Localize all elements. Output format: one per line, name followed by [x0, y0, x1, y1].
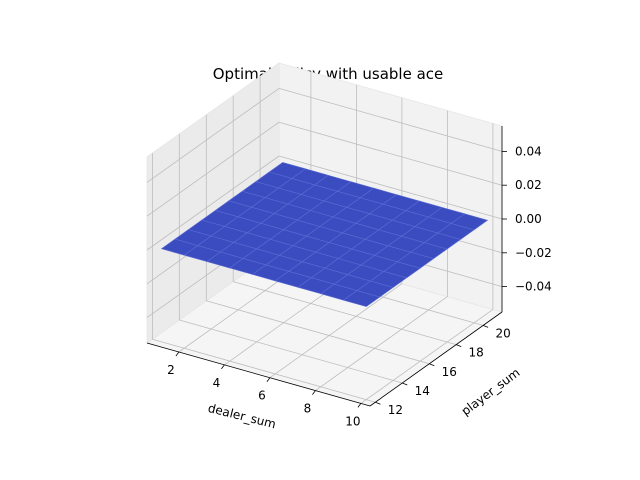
x-tick-label: 6 — [258, 389, 266, 403]
y-axis-label: player_sum — [459, 365, 523, 418]
x-tick-label: 2 — [167, 363, 175, 377]
z-tick-label: 0.00 — [515, 212, 542, 226]
y-tick-label: 18 — [469, 346, 484, 360]
y-tick — [429, 363, 435, 367]
x-tick-label: 4 — [213, 376, 221, 390]
x-tick — [221, 364, 225, 370]
x-axis-line — [146, 342, 371, 407]
surface-plot — [160, 162, 489, 307]
y-tick — [482, 325, 489, 328]
x-tick — [357, 403, 362, 408]
grid-line-y-floor — [179, 319, 403, 384]
tick-labels: 2 4 6 8 10 12 14 16 18 20 −0.04 −0.02 0.00 0.02 0.04 — [167, 144, 552, 428]
x-tick — [312, 390, 316, 395]
y-tick — [402, 382, 408, 386]
grid-line-z-back — [278, 155, 503, 220]
y-tick-label: 20 — [495, 326, 510, 340]
grid-line-y-floor — [206, 300, 430, 365]
x-axis-label: dealer_sum — [207, 401, 278, 431]
grid-line-y-floor — [233, 281, 457, 345]
x-tick — [266, 377, 271, 382]
surface-cell — [450, 213, 489, 231]
grid-line-y-floor — [152, 338, 376, 403]
y-tick-label: 12 — [388, 403, 403, 417]
z-tick-label: −0.02 — [515, 246, 552, 260]
grid-line-z-side — [146, 121, 280, 217]
x-tick — [175, 351, 180, 357]
grid-line-x-floor — [269, 283, 403, 379]
x-tick-label: 8 — [304, 402, 312, 416]
y-tick-label: 14 — [415, 384, 430, 398]
y-tick-label: 16 — [442, 365, 457, 379]
z-tick-label: −0.04 — [515, 280, 552, 294]
x-tick-label: 10 — [345, 414, 360, 428]
y-axis-line — [369, 311, 503, 407]
grid-line-x-floor — [315, 296, 448, 391]
z-tick-label: 0.02 — [515, 178, 542, 192]
z-tick-label: 0.04 — [515, 144, 542, 158]
grid-line-x-floor — [360, 309, 494, 404]
y-tick — [375, 401, 381, 405]
grid-line-z-back — [278, 121, 503, 186]
grid-line-z-side — [146, 155, 280, 251]
grid-line-z-side — [146, 88, 280, 183]
y-tick — [456, 344, 462, 347]
grid-line-z-back — [278, 88, 503, 152]
